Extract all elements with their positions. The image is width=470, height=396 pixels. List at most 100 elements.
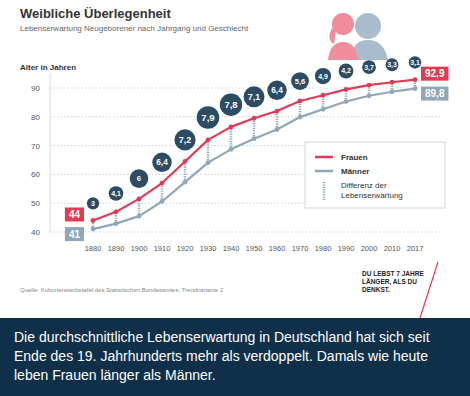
- series-point: [91, 227, 96, 232]
- x-tick-label: 1990: [338, 244, 355, 253]
- x-tick-label: 1950: [246, 244, 263, 253]
- chart: Weibliche Überlegenheit Lebenserwartung N…: [0, 0, 470, 318]
- difference-circle: [220, 94, 242, 116]
- difference-label: 4,2: [341, 67, 351, 75]
- difference-label: 5,6: [295, 77, 305, 86]
- x-tick-label: 1910: [154, 244, 171, 253]
- series-point: [344, 87, 349, 92]
- difference-bar: [253, 118, 256, 138]
- difference-circle: [291, 72, 309, 90]
- x-tick-label: 2017: [407, 244, 424, 253]
- subtitle: Lebenserwartung Neugeborener nach Jahrga…: [20, 24, 249, 33]
- value-label: 89,8: [425, 88, 445, 99]
- series-point: [367, 83, 372, 88]
- x-tick-label: 1970: [292, 244, 309, 253]
- difference-bar: [161, 183, 164, 201]
- grid-line: [50, 232, 442, 233]
- series-point: [321, 107, 326, 112]
- difference-circle: [409, 56, 422, 69]
- difference-label: 6: [137, 174, 142, 183]
- x-tick-label: 1920: [177, 244, 194, 253]
- difference-label: 3: [91, 200, 95, 207]
- difference-circle: [315, 68, 331, 84]
- value-label: 41: [69, 229, 81, 240]
- difference-bar: [276, 111, 279, 129]
- series-point: [137, 214, 142, 219]
- title: Weibliche Überlegenheit: [20, 6, 171, 21]
- legend-label: Männer: [341, 167, 369, 176]
- value-label-box: 41: [65, 227, 84, 241]
- difference-label: 6,4: [156, 158, 168, 167]
- silhouette: [329, 28, 336, 44]
- difference-circle: [197, 106, 220, 129]
- difference-circle: [362, 60, 376, 74]
- background: [0, 0, 470, 318]
- text-line: Lebenserwartung: [341, 191, 403, 200]
- series-point: [344, 99, 349, 104]
- difference-bar: [299, 101, 302, 117]
- axis-title: Alter in Jahren: [20, 63, 76, 72]
- value-label-box: 92,9: [421, 67, 448, 81]
- difference-circle: [87, 197, 99, 209]
- y-tick-label: 40: [31, 228, 40, 237]
- y-tick-label: 60: [31, 170, 40, 179]
- legend-swatch: [323, 182, 326, 200]
- x-tick-label: 2010: [384, 244, 401, 253]
- legend-label: Differenz derLebenserwartung: [341, 181, 403, 200]
- difference-bar: [184, 161, 187, 182]
- x-tick-label: 1880: [85, 244, 102, 253]
- difference-bar: [230, 127, 233, 149]
- grid-line: [50, 116, 442, 117]
- y-tick-label: 50: [31, 199, 40, 208]
- series-point: [390, 89, 395, 94]
- series-point: [252, 136, 257, 141]
- series-point: [413, 86, 418, 91]
- series-point: [183, 180, 188, 185]
- x-tick-label: 1930: [200, 244, 217, 253]
- difference-label: 6,4: [271, 86, 283, 95]
- series-point: [160, 199, 165, 204]
- series-point: [183, 159, 188, 164]
- difference-circle: [339, 64, 354, 79]
- difference-bar: [207, 140, 210, 163]
- difference-label: 7,2: [179, 135, 191, 145]
- value-label: 92,9: [425, 68, 445, 79]
- value-label-bg: [421, 67, 448, 81]
- value-label-bg: [421, 87, 448, 101]
- difference-circle: [130, 169, 149, 188]
- value-label-box: 44: [65, 207, 84, 221]
- series-point: [298, 99, 303, 104]
- value-label-bg: [65, 227, 84, 241]
- difference-label: 4,9: [318, 73, 328, 81]
- legend-box: [305, 142, 445, 208]
- value-label-box: 89,8: [421, 87, 448, 101]
- silhouette: [328, 42, 358, 60]
- series-point: [275, 127, 280, 132]
- difference-circle: [174, 129, 195, 150]
- difference-circle: [152, 153, 171, 172]
- series-point: [252, 116, 257, 121]
- difference-label: 4,1: [111, 190, 121, 198]
- difference-circle: [267, 81, 286, 100]
- grid-line: [50, 88, 442, 89]
- difference-circle: [244, 86, 265, 107]
- series-point: [114, 221, 119, 226]
- legend-swatch: [315, 170, 333, 173]
- difference-label: 3,7: [364, 64, 374, 72]
- difference-label: 7,1: [248, 92, 260, 102]
- y-tick-label: 70: [31, 142, 40, 151]
- series-point: [137, 196, 142, 201]
- y-tick-label: 90: [31, 84, 40, 93]
- x-tick-label: 1980: [315, 244, 332, 253]
- difference-circle: [109, 186, 124, 201]
- series-point: [91, 218, 96, 223]
- x-tick-label: 2000: [361, 244, 378, 253]
- silhouette: [355, 13, 381, 39]
- series-point: [114, 209, 119, 214]
- text-line: Differenz der: [341, 181, 387, 190]
- x-tick-label: 1890: [108, 244, 125, 253]
- text-line: DENKST.: [362, 286, 390, 293]
- source: Quelle: Kohortensterbetafel des Statisti…: [20, 287, 224, 293]
- text-line: DU LEBST 7 JAHRE: [362, 270, 424, 277]
- difference-label: 7,9: [201, 112, 214, 123]
